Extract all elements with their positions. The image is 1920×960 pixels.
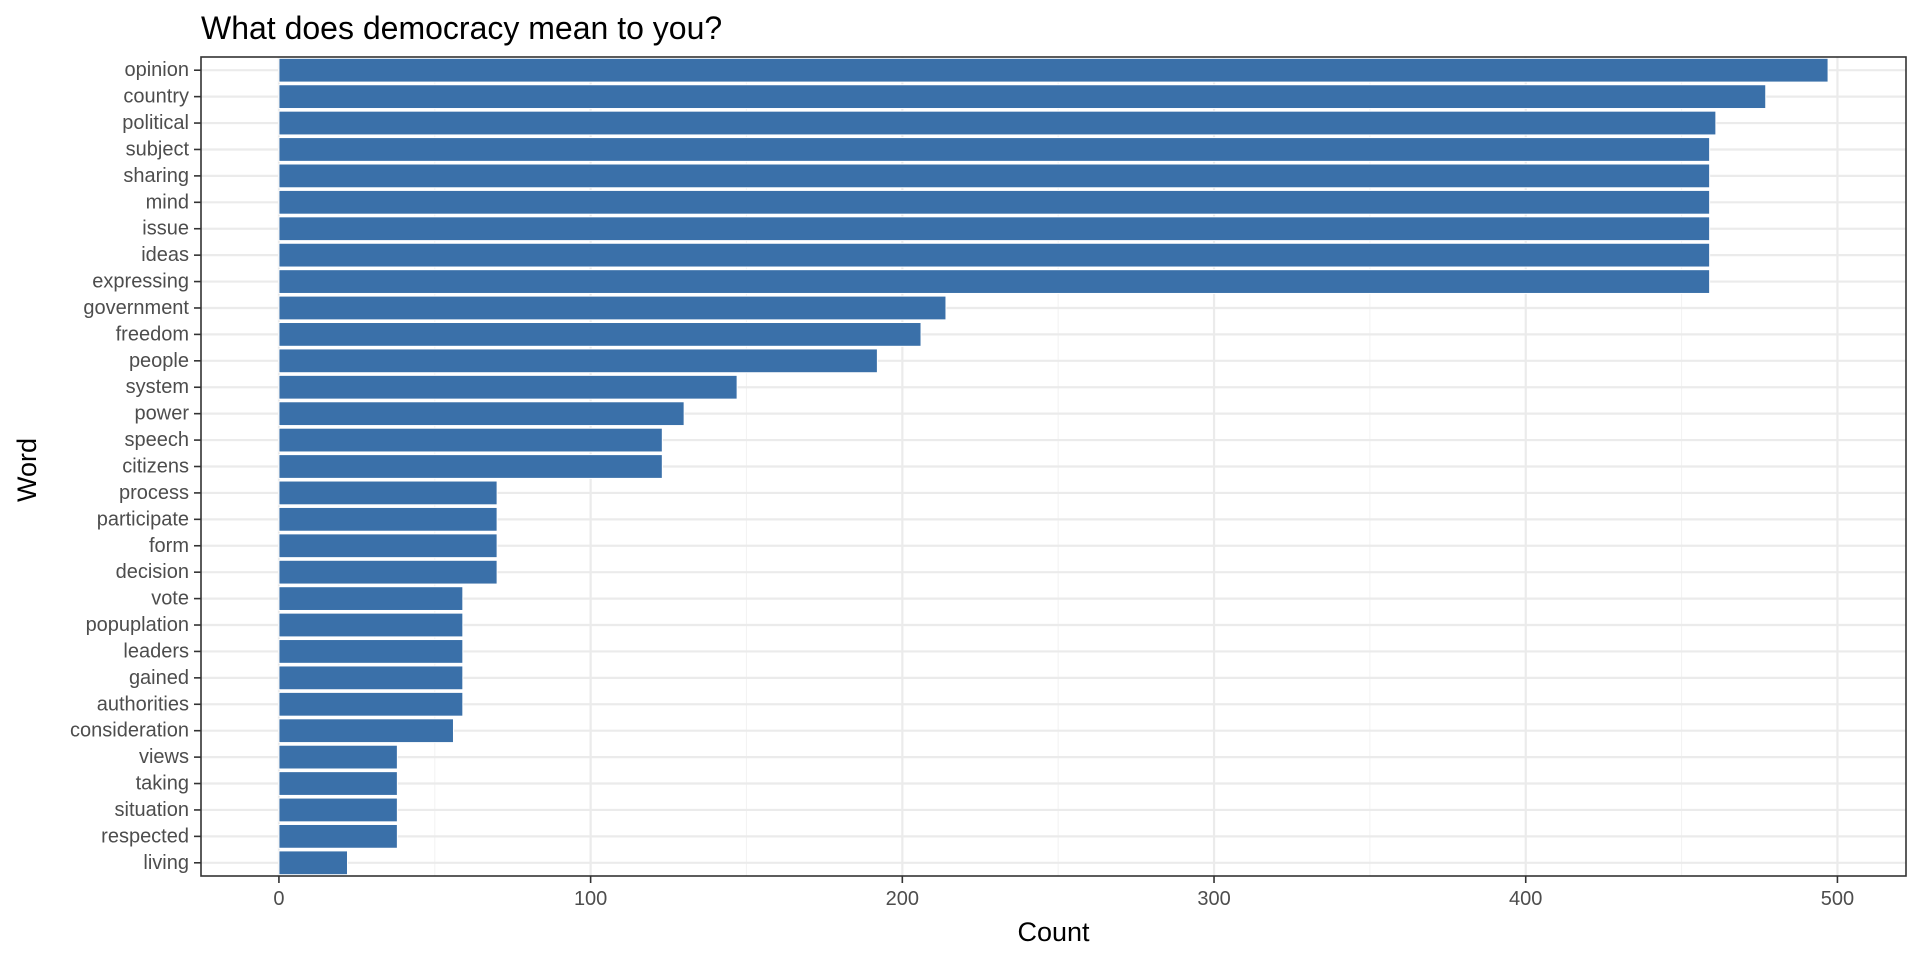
bar-sharing	[278, 163, 1711, 189]
bar-mind	[278, 189, 1711, 215]
x-tick-label: 500	[1821, 888, 1854, 910]
y-tick-label: decision	[116, 561, 189, 583]
y-axis: opinion country political subject sharing min…	[70, 59, 201, 874]
bar-form	[278, 533, 498, 559]
x-tick-label: 200	[886, 888, 919, 910]
y-tick-label: gained	[129, 667, 189, 689]
bar-speech	[278, 427, 663, 453]
bar-subject	[278, 137, 1711, 162]
y-tick-label: authorities	[97, 693, 189, 715]
bar-vote	[278, 586, 464, 611]
bar-government	[278, 295, 947, 321]
bar-situation	[278, 797, 398, 823]
y-tick-label: subject	[126, 138, 190, 160]
y-tick-label: process	[119, 482, 189, 504]
y-tick-label: speech	[125, 429, 190, 451]
y-tick-label: political	[122, 112, 189, 134]
y-tick-label: freedom	[116, 323, 189, 345]
bar-opinion	[278, 57, 1829, 83]
bar-popuplation	[278, 612, 464, 638]
y-tick-label: consideration	[70, 720, 189, 742]
chart-title: What does democracy mean to you?	[201, 10, 722, 46]
bar-views	[278, 744, 398, 770]
bar-system	[278, 374, 738, 400]
y-tick-label: country	[123, 86, 189, 108]
bar-ideas	[278, 242, 1711, 268]
y-tick-label: issue	[142, 218, 189, 240]
x-tick-label: 0	[273, 888, 284, 910]
bar-participate	[278, 506, 498, 532]
y-tick-label: popuplation	[86, 614, 189, 636]
bar-authorities	[278, 691, 464, 717]
x-axis: 0 100 200 300 400 500	[273, 876, 1854, 910]
bar-issue	[278, 216, 1711, 242]
y-tick-label: sharing	[123, 165, 189, 187]
y-tick-label: living	[143, 852, 189, 874]
y-tick-label: vote	[151, 588, 189, 610]
bar-taking	[278, 771, 398, 796]
x-tick-label: 300	[1197, 888, 1230, 910]
y-tick-label: citizens	[122, 456, 189, 478]
bar-consideration	[278, 718, 454, 744]
y-axis-title: Word	[12, 438, 42, 502]
bar-expressing	[278, 269, 1711, 294]
y-tick-label: government	[83, 297, 189, 319]
bar-living	[278, 850, 348, 876]
y-tick-label: situation	[115, 799, 190, 821]
bar-people	[278, 348, 878, 374]
bar-freedom	[278, 322, 922, 347]
bar-citizens	[278, 454, 663, 479]
x-tick-label: 400	[1509, 888, 1542, 910]
bar-leaders	[278, 639, 464, 664]
bar-respected	[278, 823, 398, 849]
bar-country	[278, 84, 1767, 110]
y-tick-label: people	[129, 350, 189, 372]
y-tick-label: form	[149, 535, 189, 557]
x-axis-title: Count	[1017, 917, 1090, 947]
bars	[278, 57, 1829, 876]
bar-process	[278, 480, 498, 506]
y-tick-label: power	[135, 403, 190, 425]
y-tick-label: ideas	[141, 244, 189, 266]
y-tick-label: taking	[136, 773, 189, 795]
y-tick-label: respected	[101, 825, 189, 847]
bar-political	[278, 110, 1717, 136]
y-tick-label: participate	[97, 508, 189, 530]
bar-gained	[278, 665, 464, 691]
y-tick-label: expressing	[92, 271, 189, 293]
y-tick-label: system	[126, 376, 189, 398]
bar-decision	[278, 559, 498, 585]
y-tick-label: views	[139, 746, 189, 768]
y-tick-label: leaders	[123, 640, 189, 662]
y-tick-label: opinion	[124, 59, 189, 81]
bar-power	[278, 401, 685, 427]
x-tick-label: 100	[574, 888, 607, 910]
y-tick-label: mind	[146, 191, 189, 213]
